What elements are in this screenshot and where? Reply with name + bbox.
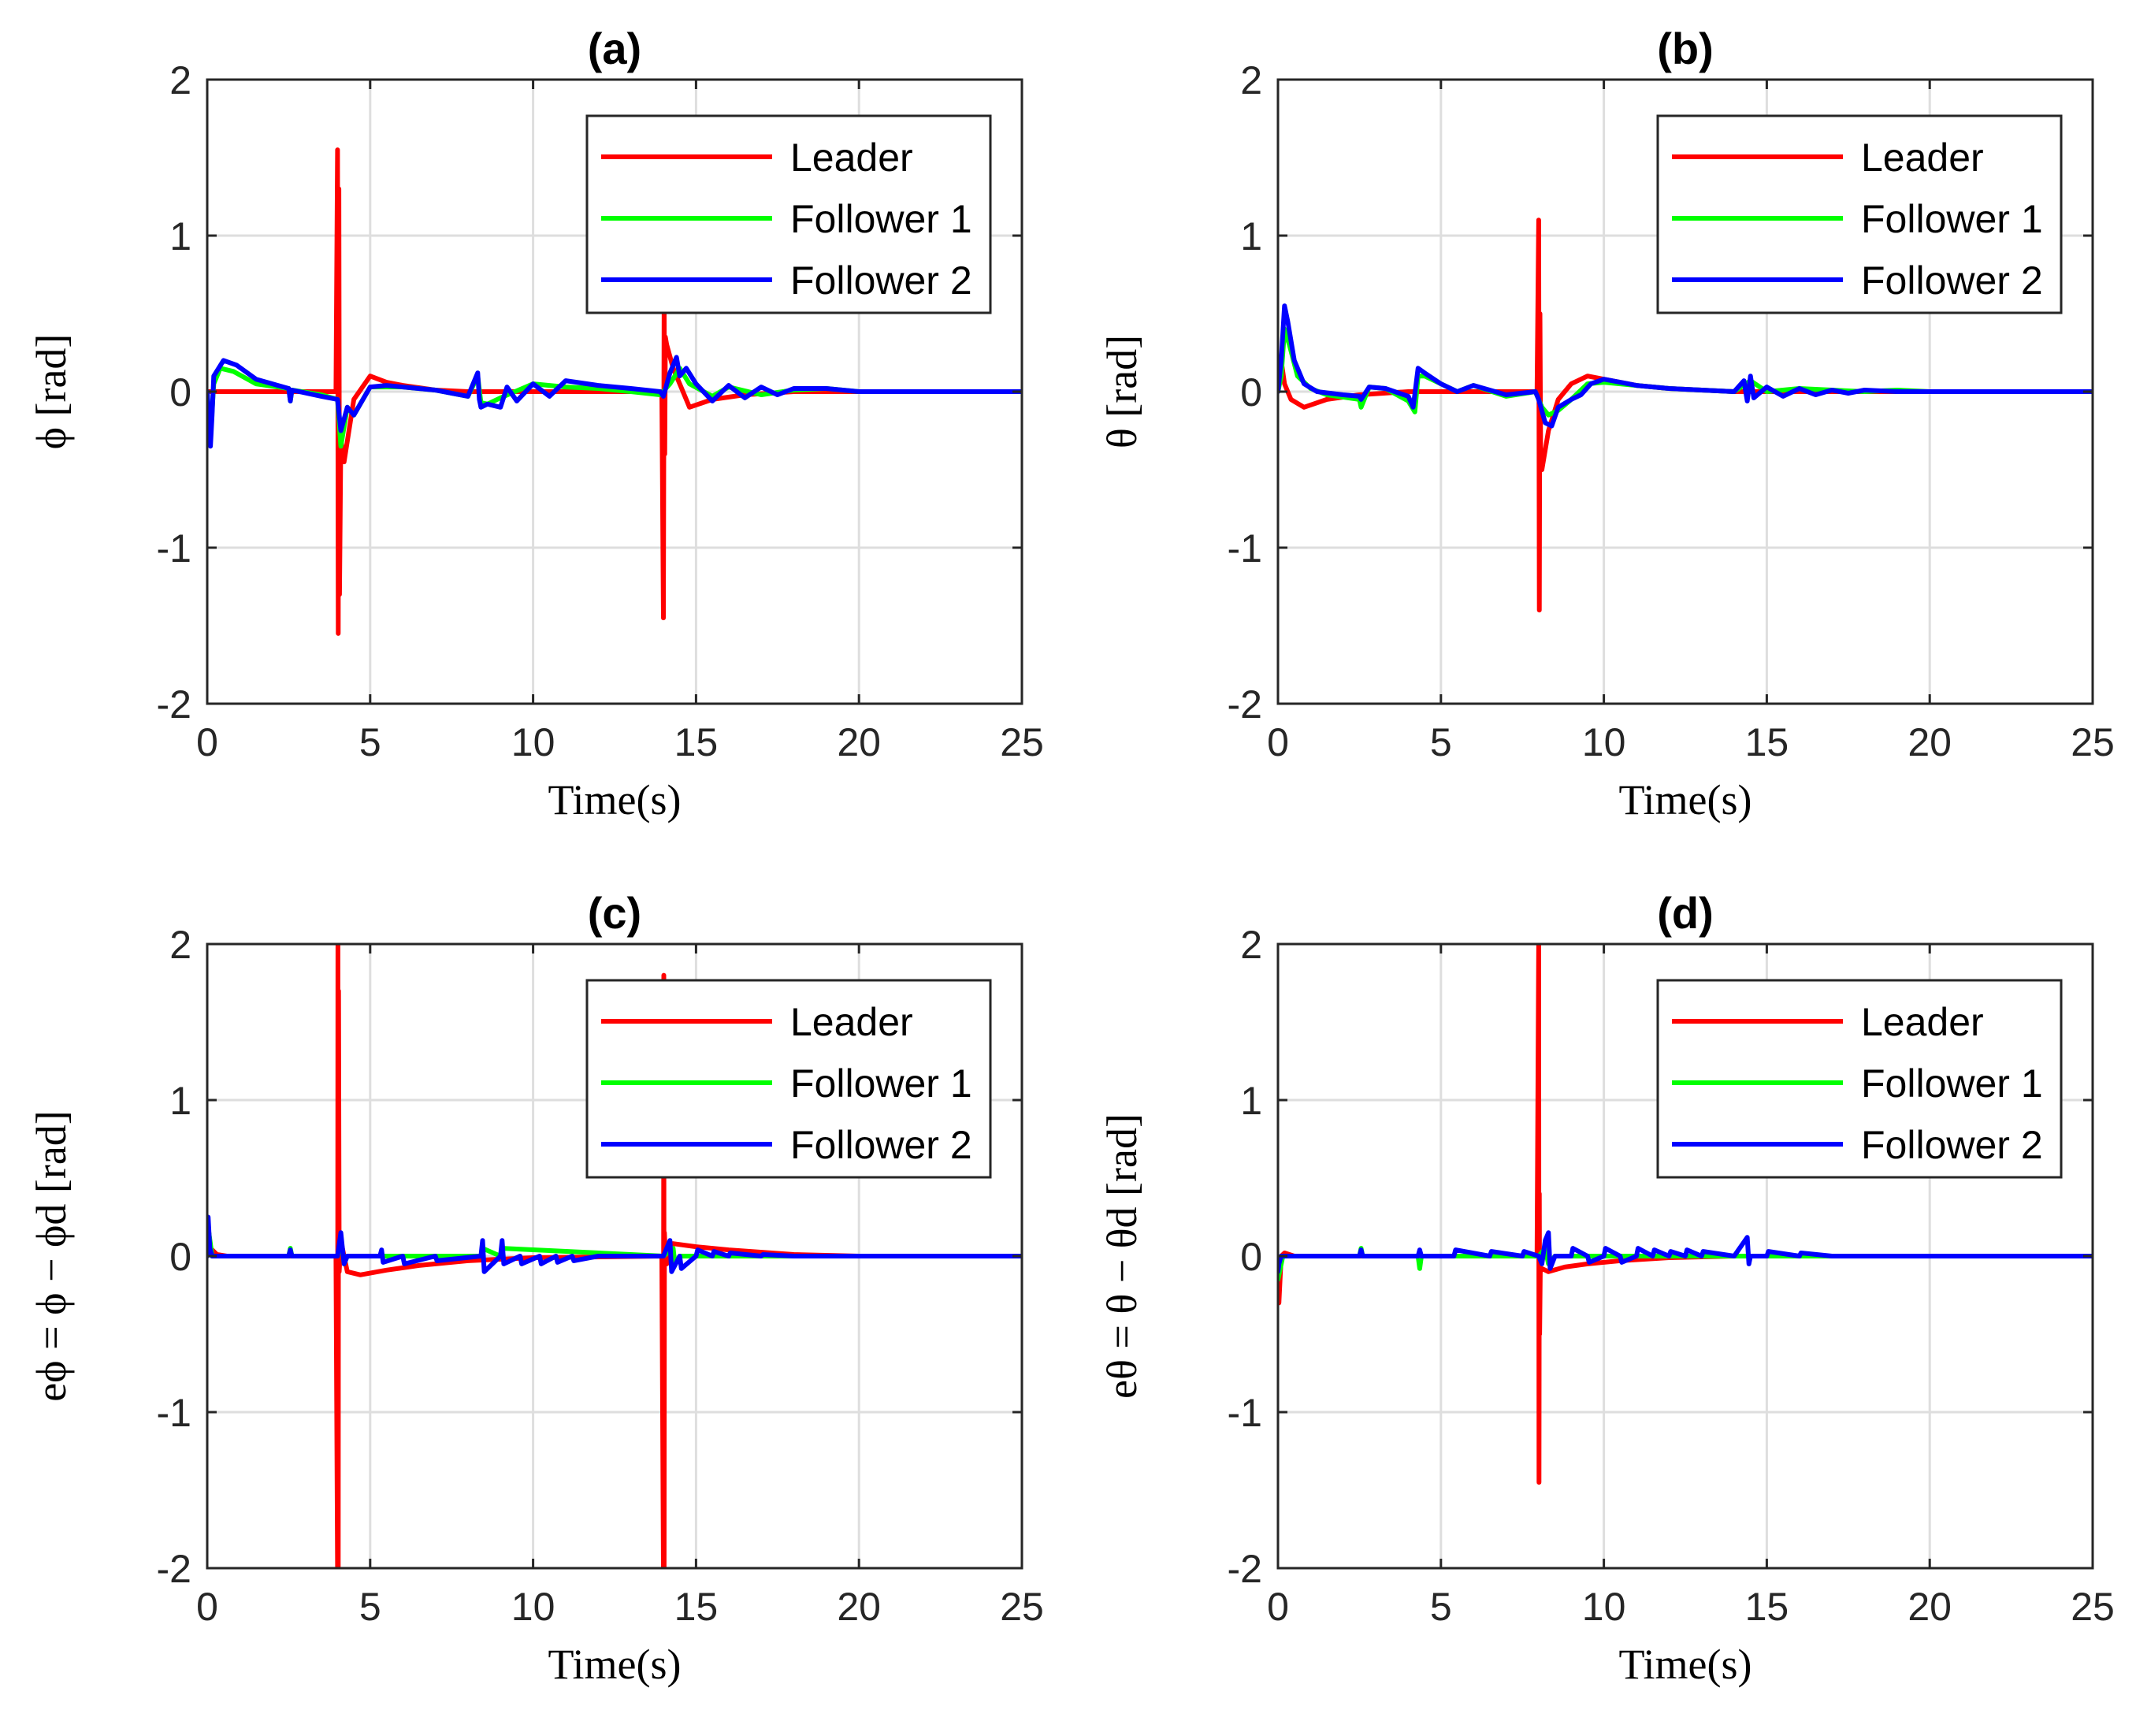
x-tick-label: 20 xyxy=(1908,720,1952,764)
series-line-follower-2 xyxy=(207,355,1022,449)
x-tick-label: 10 xyxy=(511,1585,555,1629)
y-tick-label: 0 xyxy=(169,370,191,414)
x-tick-label: 25 xyxy=(2071,1585,2115,1629)
legend-label: Follower 1 xyxy=(1861,1061,2043,1106)
legend-item: Follower 1 xyxy=(601,1061,972,1106)
y-tick-label: 2 xyxy=(169,58,191,102)
legend-label: Leader xyxy=(1861,136,1984,180)
legend-item: Leader xyxy=(1672,136,1984,180)
y-tick-label: 0 xyxy=(169,1235,191,1279)
legend-item: Leader xyxy=(601,136,913,180)
x-axis-label: Time(s) xyxy=(1618,1641,1752,1688)
legend-item: Leader xyxy=(1672,1000,1984,1044)
legend-label: Follower 2 xyxy=(790,258,972,303)
series-line-follower-2 xyxy=(1278,303,2093,429)
y-tick-label: -1 xyxy=(1228,1391,1262,1435)
legend-label: Follower 1 xyxy=(790,1061,972,1106)
y-axis-label: ϕ [rad] xyxy=(28,334,75,450)
y-tick-label: 1 xyxy=(1240,214,1262,258)
panel-a: 0 5 10 15 20 25 -2 -1 0 1 2 (a) Time(s) ϕ [rad] Leader… xyxy=(28,24,1044,823)
panel-title: (b) xyxy=(1657,24,1714,73)
x-tick-label: 15 xyxy=(674,1585,719,1629)
x-tick-label: 10 xyxy=(511,720,555,764)
legend-item: Follower 2 xyxy=(1672,258,2043,303)
panel-b: 0 5 10 15 20 25 -2 -1 0 1 2 (b) Time(s) θ [rad] Leader… xyxy=(1098,24,2115,823)
panel-c: 0 5 10 15 20 25 -2 -1 0 1 2 (c) Time(s) eϕ = ϕ − ϕd [… xyxy=(28,888,1044,1688)
y-axis-label: eθ = θ − θd [rad] xyxy=(1098,1113,1146,1399)
legend-item: Follower 2 xyxy=(1672,1123,2043,1167)
x-tick-label: 20 xyxy=(837,720,881,764)
y-axis-label: θ [rad] xyxy=(1098,335,1146,448)
x-tick-label: 25 xyxy=(1000,1585,1044,1629)
plot-area xyxy=(1278,217,2093,613)
legend-item: Follower 1 xyxy=(1672,1061,2043,1106)
y-tick-label: -1 xyxy=(157,1391,191,1435)
y-tick-label: 1 xyxy=(169,214,191,258)
legend-item: Follower 2 xyxy=(601,258,972,303)
y-tick-label: 2 xyxy=(1240,923,1262,967)
y-tick-label: -2 xyxy=(1228,682,1262,727)
x-tick-label: 10 xyxy=(1582,1585,1626,1629)
y-tick-label: -2 xyxy=(157,682,191,727)
legend-label: Follower 2 xyxy=(1861,1123,2043,1167)
plot-area xyxy=(207,147,1022,636)
legend-label: Leader xyxy=(790,136,913,180)
x-tick-label: 25 xyxy=(1000,720,1044,764)
x-tick-label: 0 xyxy=(1267,720,1289,764)
panel-title: (c) xyxy=(588,888,641,938)
legend-item: Leader xyxy=(601,1000,913,1044)
x-tick-label: 15 xyxy=(1745,720,1789,764)
y-tick-label: 1 xyxy=(1240,1079,1262,1123)
y-tick-label: 2 xyxy=(1240,58,1262,102)
legend-item: Follower 2 xyxy=(601,1123,972,1167)
legend-label: Leader xyxy=(790,1000,913,1044)
x-tick-label: 0 xyxy=(196,720,218,764)
x-tick-label: 20 xyxy=(1908,1585,1952,1629)
x-tick-label: 15 xyxy=(1745,1585,1789,1629)
y-tick-label: 0 xyxy=(1240,1235,1262,1279)
legend: Leader Follower 1 Follower 2 xyxy=(585,114,992,314)
legend-label: Follower 1 xyxy=(790,197,972,241)
legend-item: Follower 1 xyxy=(601,197,972,241)
legend: Leader Follower 1 Follower 2 xyxy=(585,979,992,1179)
y-tick-label: 2 xyxy=(169,923,191,967)
plot-area xyxy=(207,944,1022,1568)
x-tick-label: 25 xyxy=(2071,720,2115,764)
x-tick-label: 5 xyxy=(359,1585,381,1629)
y-tick-label: 0 xyxy=(1240,370,1262,414)
legend: Leader Follower 1 Follower 2 xyxy=(1656,979,2063,1179)
legend: Leader Follower 1 Follower 2 xyxy=(1656,114,2063,314)
x-tick-label: 0 xyxy=(196,1585,218,1629)
legend-label: Follower 1 xyxy=(1861,197,2043,241)
legend-item: Follower 1 xyxy=(1672,197,2043,241)
legend-label: Follower 2 xyxy=(790,1123,972,1167)
x-axis-label: Time(s) xyxy=(548,1641,681,1688)
series-line-follower-2 xyxy=(207,1214,1022,1274)
legend-label: Follower 2 xyxy=(1861,258,2043,303)
panel-d: 0 5 10 15 20 25 -2 -1 0 1 2 (d) Time(s) eθ = θ − θd [… xyxy=(1098,888,2115,1688)
x-axis-label: Time(s) xyxy=(548,776,681,823)
series-line-follower-2 xyxy=(1278,1230,2093,1274)
series-line-leader xyxy=(207,147,1022,636)
y-tick-label: -2 xyxy=(157,1547,191,1591)
x-tick-label: 5 xyxy=(1430,1585,1452,1629)
y-tick-label: -1 xyxy=(157,526,191,571)
y-tick-label: 1 xyxy=(169,1079,191,1123)
y-tick-label: -2 xyxy=(1228,1547,1262,1591)
y-tick-label: -1 xyxy=(1228,526,1262,571)
panel-title: (a) xyxy=(588,24,641,73)
x-tick-label: 15 xyxy=(674,720,719,764)
x-tick-label: 10 xyxy=(1582,720,1626,764)
legend-label: Leader xyxy=(1861,1000,1984,1044)
x-tick-label: 5 xyxy=(1430,720,1452,764)
x-tick-label: 0 xyxy=(1267,1585,1289,1629)
x-tick-label: 20 xyxy=(837,1585,881,1629)
x-axis-label: Time(s) xyxy=(1618,776,1752,823)
panel-title: (d) xyxy=(1657,888,1714,938)
x-tick-label: 5 xyxy=(359,720,381,764)
y-axis-label: eϕ = ϕ − ϕd [rad] xyxy=(28,1110,75,1402)
